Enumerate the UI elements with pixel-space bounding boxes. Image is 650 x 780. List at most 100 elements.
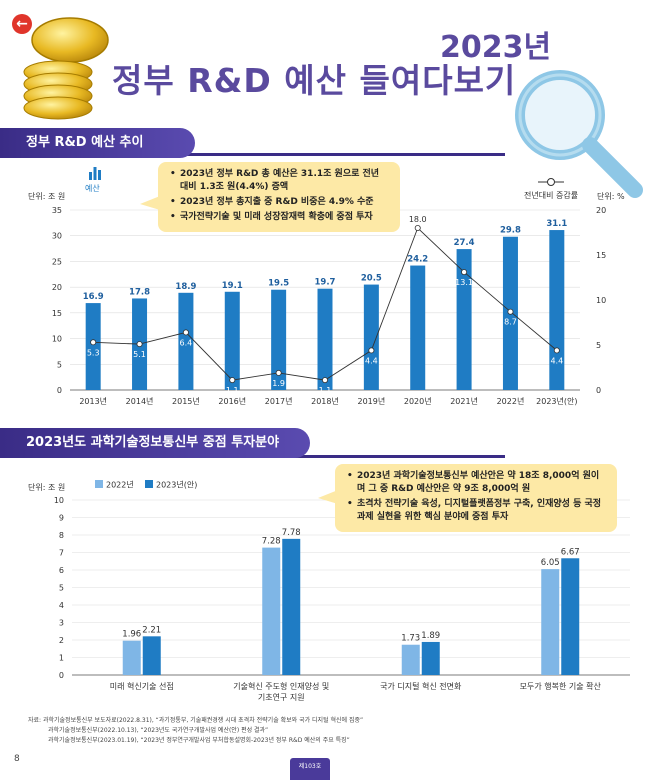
- growth-rate-label: 13.1: [455, 278, 473, 287]
- y-tick-label: 15: [52, 309, 62, 318]
- y-tick-label: 10: [54, 496, 64, 505]
- source-note: 과학기술정보통신부(2023.01.19), “2023년 정부연구개발사업 부…: [48, 737, 350, 744]
- budget-bar: [363, 284, 379, 390]
- growth-rate-point: [321, 377, 328, 384]
- x-tick-label: 2021년: [450, 396, 478, 406]
- x-tick-label: 2016년: [218, 396, 246, 406]
- focus-bar: [282, 538, 301, 675]
- growth-rate-point: [368, 347, 375, 354]
- growth-rate-point: [90, 339, 97, 346]
- x-tick-label: 미래 혁신기술 선점: [110, 681, 174, 691]
- x-tick-label: 2020년: [404, 396, 432, 406]
- x-tick-label: 2014년: [126, 396, 154, 406]
- hero-title: 정부 R&D 예산 들여다보기: [112, 61, 517, 100]
- y-tick-label: 9: [59, 514, 64, 523]
- y-tick-label: 2: [59, 636, 64, 645]
- focus-bar: [122, 640, 141, 675]
- msit-focus-chart: 0 1 2 3 4 5 6 7 8 9 10 2022년 2023년(안) 1.96 2.21 미래 혁신기술…: [54, 480, 630, 702]
- bar-value-label: 2.21: [142, 625, 161, 635]
- growth-rate-point: [182, 329, 189, 336]
- y-tick-label: 5: [59, 584, 64, 593]
- x-tick-label: 기초연구 지원: [258, 693, 305, 702]
- section-divider: [0, 153, 505, 156]
- bar-value-label: 19.1: [222, 281, 243, 291]
- legend-label: 2022년: [106, 480, 134, 490]
- focus-bar: [561, 558, 580, 675]
- summary-callout-2: 2023년 과학기술정보통신부 예산안은 약 18조 8,000억 원이며 그 …: [335, 464, 617, 532]
- x-tick-label: 모두가 행복한 기술 확산: [520, 681, 602, 691]
- callout-pointer: [318, 490, 338, 504]
- budget-bar: [271, 289, 287, 390]
- growth-rate-point: [229, 377, 236, 384]
- y-tick-label: 0: [57, 386, 62, 395]
- hero-year: 2023년: [440, 30, 552, 65]
- bar-chart-icon: [89, 167, 101, 180]
- y-tick-label: 3: [59, 619, 64, 628]
- bar-value-label: 1.73: [401, 634, 420, 644]
- magnifier-illustration: [515, 70, 643, 198]
- y2-tick-label: 5: [596, 341, 601, 350]
- source-notes: 자료: 과학기술정보통신부 보도자료(2022.8.31), “과기정통부, 기…: [28, 716, 628, 746]
- x-tick-label: 기술혁신 주도형 인재양성 및: [233, 681, 329, 691]
- callout-bullet: 국가전략기술 및 미래 성장잠재력 확충에 중점 투자: [170, 211, 390, 224]
- bar-value-label: 29.8: [500, 226, 521, 236]
- growth-rate-point: [553, 347, 560, 354]
- legend-swatch: [95, 480, 103, 488]
- growth-rate-label: 5.1: [133, 350, 146, 359]
- y-tick-label: 6: [59, 566, 64, 575]
- y-tick-label: 7: [59, 549, 64, 558]
- x-tick-label: 2018년: [311, 396, 339, 406]
- callout-bullet: 2023년 정부 R&D 총 예산은 31.1조 원으로 전년 대비 1.3조 …: [170, 168, 390, 194]
- y-tick-label: 8: [59, 531, 64, 540]
- legend-label: 2023년(안): [156, 480, 197, 490]
- issue-number: 제103호: [290, 758, 330, 780]
- budget-bar: [549, 230, 565, 390]
- section-title-rnd-trend: 정부 R&D 예산 추이: [0, 128, 195, 158]
- growth-rate-point: [275, 369, 282, 376]
- growth-rate-point: [507, 308, 514, 315]
- callout-pointer: [140, 196, 160, 210]
- y2-tick-label: 0: [596, 386, 601, 395]
- y-tick-label: 30: [52, 232, 62, 241]
- callout-bullet: 2023년 정부 총지출 중 R&D 비중은 4.9% 수준: [170, 196, 390, 209]
- x-tick-label: 2023년(안): [536, 396, 577, 406]
- source-note: 과학기술정보통신부(2022.10.13), “2023년도 국가연구개발사업 …: [48, 727, 269, 734]
- growth-rate-point: [461, 269, 468, 276]
- bar-value-label: 31.1: [546, 219, 567, 229]
- line-legend-icon: [538, 178, 564, 186]
- focus-bar: [541, 569, 560, 675]
- growth-rate-label: 5.3: [87, 348, 100, 357]
- y2-tick-label: 10: [596, 296, 606, 305]
- rnd-budget-chart: 0 5 10 15 20 25 30 35 0 5 10 15 20 16.9 2013년 17.8 2014년…: [52, 206, 606, 406]
- x-tick-label: 2017년: [265, 396, 293, 406]
- page-number: 8: [14, 754, 20, 764]
- legend-growth-rate: 전년대비 증감률: [524, 191, 579, 200]
- legend-budget: 예산: [85, 184, 100, 193]
- y-tick-label: 1: [59, 654, 64, 663]
- budget-bar: [317, 288, 333, 390]
- bar-value-label: 18.9: [175, 282, 196, 292]
- growth-rate-label: 1.1: [226, 386, 239, 395]
- coins-illustration: [23, 17, 109, 120]
- x-tick-label: 2019년: [357, 396, 385, 406]
- growth-rate-label: 1.9: [272, 379, 285, 388]
- budget-bar: [410, 265, 426, 390]
- x-tick-label: 2015년: [172, 396, 200, 406]
- summary-callout-1: 2023년 정부 R&D 총 예산은 31.1조 원으로 전년 대비 1.3조 …: [158, 162, 400, 232]
- y-tick-label: 5: [57, 360, 62, 369]
- x-tick-label: 국가 디지털 혁신 전면화: [380, 681, 462, 691]
- growth-rate-label: 8.7: [504, 318, 517, 327]
- callout-bullet: 초격차 전략기술 육성, 디지털플랫폼정부 구축, 인재양성 등 국정과제 실현…: [347, 498, 607, 524]
- y-tick-label: 10: [52, 335, 62, 344]
- growth-rate-label: 4.4: [550, 356, 563, 365]
- y-tick-label: 25: [52, 257, 62, 266]
- bar-value-label: 20.5: [361, 274, 382, 284]
- growth-rate-point: [414, 224, 421, 231]
- back-arrow-icon[interactable]: ←: [12, 14, 32, 34]
- x-tick-label: 2013년: [79, 396, 107, 406]
- focus-bar: [401, 644, 420, 675]
- growth-rate-point: [136, 341, 143, 348]
- bar-value-label: 24.2: [407, 255, 428, 265]
- y-tick-label: 0: [59, 671, 64, 680]
